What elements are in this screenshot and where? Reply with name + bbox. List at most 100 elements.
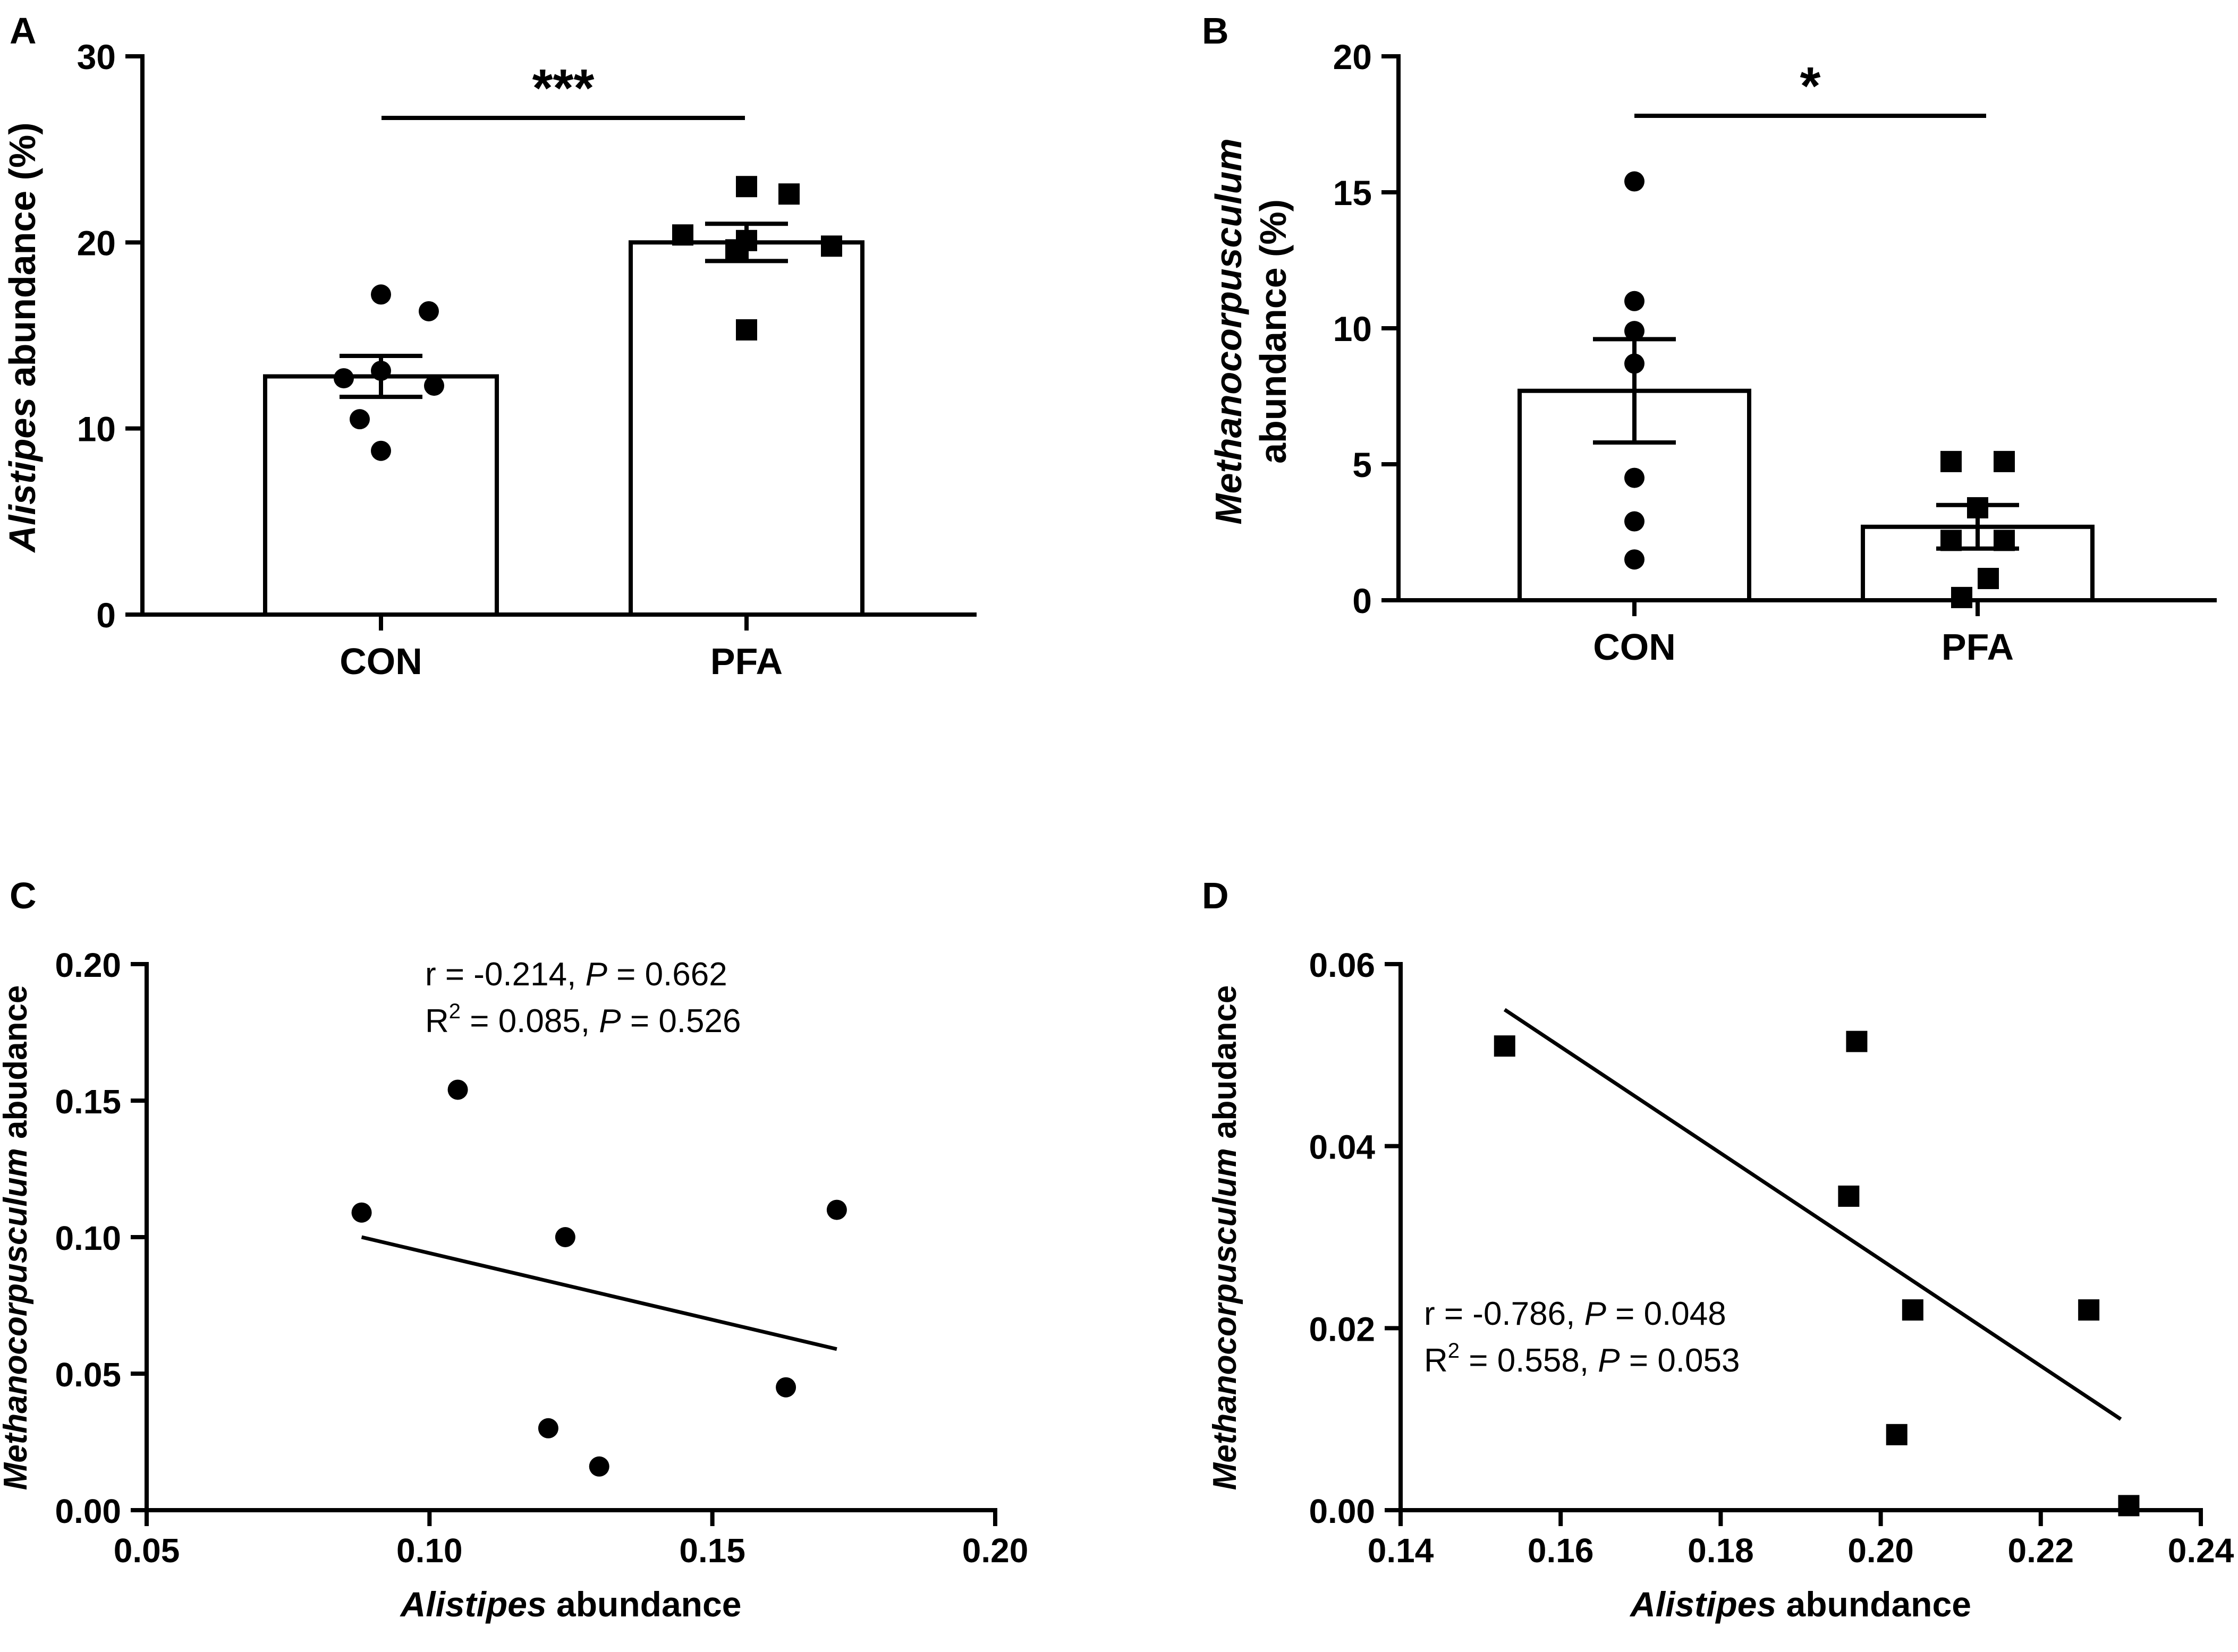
data-point	[776, 1377, 796, 1398]
x-tick-label: 0.16	[1528, 1531, 1594, 1570]
panel-label-b: B	[1202, 10, 1229, 52]
y-axis-label: Methanocorpusculum abudance	[1207, 985, 1243, 1491]
regression-line	[1503, 1008, 2122, 1421]
y-tick-label: 10	[77, 410, 116, 449]
data-point	[1624, 171, 1644, 192]
panel-label-c: C	[10, 875, 37, 916]
x-tick-label-pfa: PFA	[710, 641, 783, 682]
y-axis-label: Alistipes abundance (%)	[2, 122, 43, 553]
y-tick-label: 20	[1333, 37, 1372, 76]
stats-r2-value: = 0.085,	[461, 1003, 599, 1040]
panel-label-a: A	[10, 10, 37, 52]
y-axis-label: Methanocorpusculumabundance (%)	[1208, 138, 1294, 524]
x-tick-label-con: CON	[340, 641, 422, 682]
data-point	[371, 361, 391, 381]
data-point	[826, 1199, 847, 1220]
y-tick-label: 0	[96, 595, 116, 635]
data-point	[1494, 1035, 1515, 1057]
data-point	[555, 1227, 575, 1247]
y-axis-label-italic: Methanocorpusculum	[1207, 1148, 1243, 1490]
regression-line	[361, 1235, 837, 1351]
data-point	[350, 409, 370, 430]
data-point	[1994, 450, 2015, 472]
y-axis-label: Methanocorpusculum abudance	[0, 985, 34, 1491]
x-axis-label-rest: abundance	[547, 1585, 742, 1624]
x-tick-label: 0.22	[2008, 1531, 2074, 1570]
data-point	[725, 239, 747, 261]
stats-annotation-r2: R2 = 0.558, P = 0.053	[1424, 1339, 1740, 1379]
data-point	[2078, 1299, 2100, 1321]
stats-p-symbol: P	[1584, 1296, 1606, 1332]
data-point	[1624, 291, 1644, 311]
x-tick-label: 0.20	[962, 1531, 1029, 1570]
data-point	[2118, 1495, 2140, 1517]
data-point	[447, 1079, 468, 1100]
stats-annotation-r: r = -0.786, P = 0.048	[1424, 1296, 1726, 1332]
data-point	[1994, 530, 2015, 551]
stats-r2-symbol: R	[425, 1003, 449, 1040]
data-point	[419, 301, 439, 321]
data-point	[1886, 1424, 1908, 1445]
stats-annotation-r: r = -0.214, P = 0.662	[425, 956, 727, 993]
x-tick-label: 0.14	[1368, 1531, 1434, 1570]
y-axis-label-italic: Alistipes	[2, 397, 43, 553]
y-tick-label: 15	[1333, 173, 1372, 212]
y-tick-label: 0.00	[55, 1492, 121, 1530]
data-point	[538, 1418, 558, 1438]
panel-a-bar-chart: 0 10 20 30 CON PFA *** Alistipes abundance (%)	[2, 37, 977, 682]
y-tick-label: 0.15	[55, 1083, 121, 1121]
stats-r2-value: = 0.558,	[1460, 1342, 1598, 1379]
y-tick-label: 30	[77, 37, 116, 76]
data-point	[1846, 1031, 1868, 1052]
significance-marker: ***	[532, 58, 595, 118]
y-tick-label: 20	[77, 223, 116, 262]
x-tick-label: 0.20	[1847, 1531, 1914, 1570]
stats-p-symbol: P	[586, 956, 607, 993]
stats-p-symbol: P	[599, 1003, 621, 1040]
x-tick-label: 0.10	[396, 1531, 463, 1570]
y-axis-label-rest: abundance (%)	[1252, 199, 1294, 464]
y-tick-label: 0.00	[1309, 1492, 1375, 1530]
data-point	[589, 1456, 609, 1477]
data-point	[778, 183, 800, 205]
stats-p-value: = 0.053	[1620, 1342, 1740, 1379]
data-point	[736, 176, 757, 198]
x-axis-label: Alistipes abundance	[400, 1585, 742, 1624]
x-tick-label: 0.24	[2168, 1531, 2234, 1570]
stats-annotation-r2: R2 = 0.085, P = 0.526	[425, 1000, 741, 1040]
y-tick-label: 0.20	[55, 946, 121, 984]
stats-p-value: = 0.526	[621, 1003, 741, 1040]
y-tick-label: 10	[1333, 309, 1372, 348]
data-point	[672, 224, 693, 246]
bar-con	[263, 374, 499, 617]
x-tick-label: 0.18	[1688, 1531, 1754, 1570]
y-axis-label-rest: abundance (%)	[2, 122, 43, 397]
data-point	[1624, 353, 1644, 374]
y-tick-label: 0.05	[55, 1356, 121, 1394]
data-point	[1838, 1185, 1860, 1207]
data-point	[1624, 549, 1644, 570]
data-point	[821, 235, 842, 257]
y-axis-label-rest: abudance	[0, 985, 34, 1148]
data-point	[1624, 321, 1644, 342]
data-point	[1940, 450, 1962, 472]
data-point	[334, 368, 354, 389]
panel-d-scatter-plot: 0.00 0.02 0.04 0.06 0.14 0.16 0.18 0.20 0.22 0.24…	[1207, 946, 2234, 1624]
stats-r-text: r = -0.214,	[425, 956, 586, 993]
y-tick-label: 0.04	[1309, 1128, 1375, 1166]
data-point	[1624, 467, 1644, 488]
data-point	[1902, 1299, 1923, 1321]
x-axis-label-italic: Alistipes	[1629, 1585, 1776, 1624]
significance-marker: *	[1800, 56, 1821, 116]
y-tick-label: 0.02	[1309, 1310, 1375, 1348]
data-point	[371, 284, 391, 305]
y-tick-label: 0.06	[1309, 946, 1375, 984]
x-axis-label-italic: Alistipes	[400, 1585, 547, 1624]
stats-r2-superscript: 2	[1448, 1339, 1460, 1363]
panel-c-scatter-plot: 0.000.050.100.150.200.05 0.10 0.15 0.20r = …	[0, 946, 1028, 1624]
data-point	[1624, 511, 1644, 532]
y-tick-label: 5	[1352, 445, 1372, 484]
y-axis-label-rest: abudance	[1207, 985, 1243, 1148]
x-tick-label-pfa: PFA	[1942, 626, 2014, 668]
